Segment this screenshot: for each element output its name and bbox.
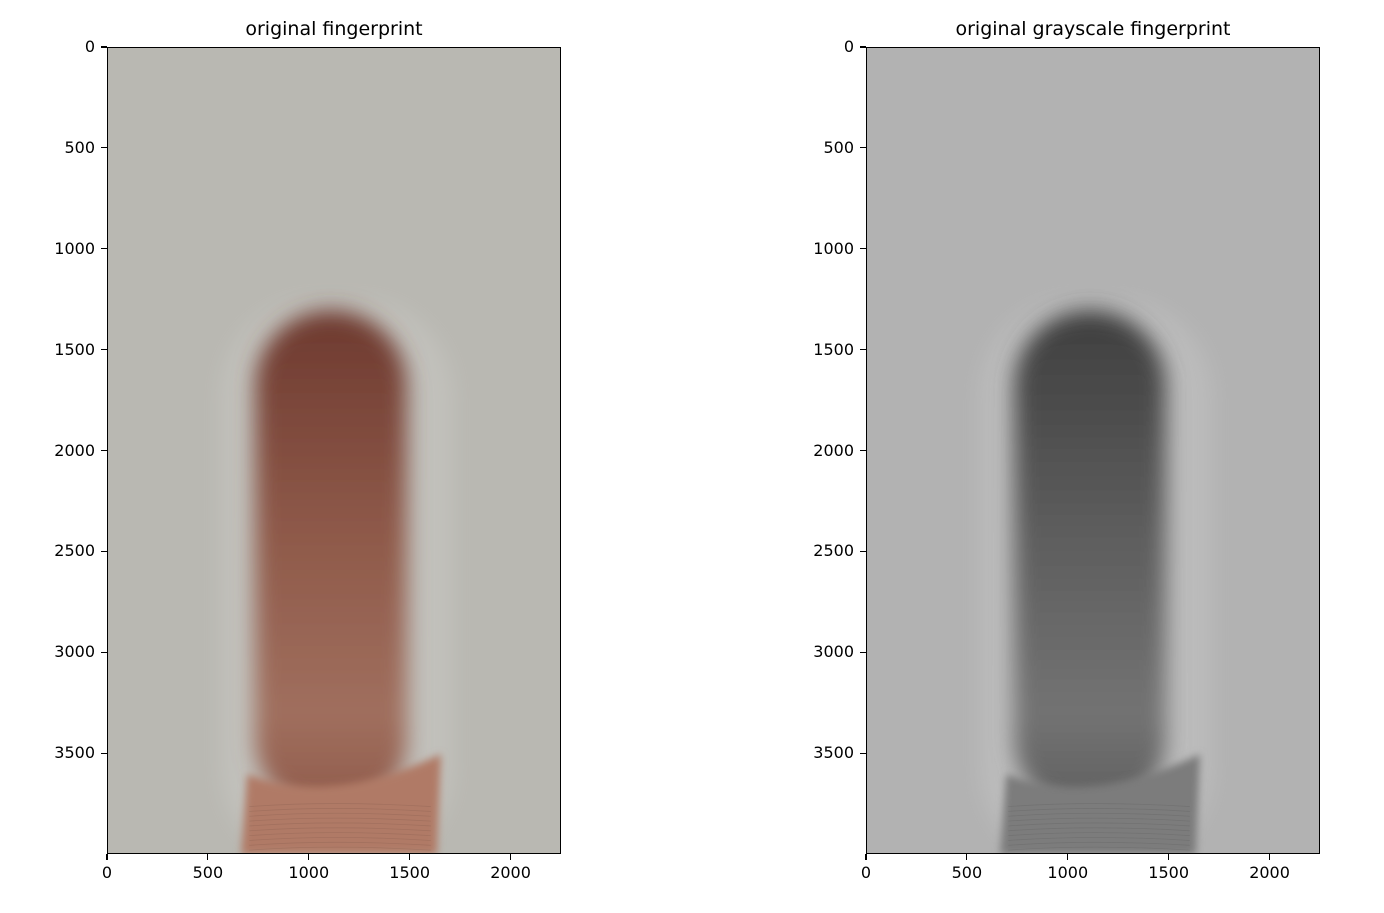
skin-ridge-line — [1008, 841, 1190, 846]
left-chart-title: original fingerprint — [245, 18, 423, 40]
y-tick-mark — [101, 449, 107, 452]
skin-ridge-line — [1008, 808, 1190, 812]
y-tick-label: 2000 — [813, 440, 854, 460]
x-tick-mark — [207, 854, 209, 860]
x-tick-label: 500 — [951, 863, 983, 882]
y-tick-label: 500 — [823, 137, 854, 157]
x-tick-label: 1000 — [1047, 863, 1089, 882]
finger-shape — [1014, 310, 1166, 815]
skin-ridge-line — [249, 841, 431, 846]
right-fingerprint-image — [867, 48, 1319, 853]
skin-ridge-line — [249, 812, 431, 817]
x-tick-mark — [308, 854, 310, 860]
x-tick-label: 2000 — [490, 863, 531, 882]
skin-ridge-line — [1008, 832, 1190, 837]
y-tick-mark — [860, 651, 866, 653]
x-tick-mark — [1268, 854, 1271, 860]
finger-base — [241, 754, 441, 853]
skin-ridge-line — [249, 803, 431, 807]
left-fingerprint-image — [108, 48, 560, 853]
x-tick-label: 1500 — [389, 863, 431, 882]
x-tick-mark — [1067, 854, 1069, 860]
y-tick-mark — [101, 248, 107, 250]
y-tick-label: 1500 — [813, 339, 854, 359]
y-tick-mark — [101, 349, 107, 351]
y-tick-mark — [101, 147, 107, 149]
skin-ridge-line — [249, 837, 431, 841]
y-tick-label: 1500 — [54, 339, 95, 359]
skin-ridge-line — [249, 846, 431, 851]
y-tick-mark — [860, 449, 866, 452]
x-tick-mark — [865, 854, 867, 860]
x-tick-label: 0 — [860, 863, 872, 882]
skin-ridge-line — [1008, 812, 1190, 817]
y-tick-label: 3500 — [54, 743, 95, 763]
y-tick-label: 500 — [64, 137, 95, 157]
skin-ridge-line — [249, 808, 431, 812]
y-tick-mark — [101, 651, 107, 653]
finger-shape — [255, 310, 407, 815]
y-tick-mark — [860, 147, 866, 149]
x-tick-label: 500 — [192, 863, 224, 882]
skin-ridge-line — [249, 817, 431, 822]
y-tick-mark — [860, 349, 866, 351]
y-tick-label: 3000 — [54, 642, 95, 662]
x-tick-label: 0 — [101, 863, 113, 882]
skin-ridge-line — [1008, 827, 1190, 832]
y-tick-label: 3000 — [813, 642, 854, 662]
left-image-plot — [107, 47, 561, 854]
y-tick-label: 1000 — [54, 238, 95, 258]
skin-ridge-line — [1008, 817, 1190, 822]
y-tick-mark — [860, 550, 866, 552]
skin-ridge-line — [249, 822, 431, 827]
y-tick-mark — [101, 46, 107, 48]
x-tick-mark — [966, 854, 968, 860]
y-tick-label: 0 — [84, 37, 95, 56]
right-chart-title: original grayscale fingerprint — [955, 18, 1231, 40]
skin-ridge-line — [1008, 837, 1190, 841]
skin-ridge-line — [249, 827, 431, 832]
x-tick-mark — [509, 854, 512, 860]
y-tick-label: 2500 — [813, 541, 854, 561]
finger-base — [1000, 754, 1200, 853]
y-tick-mark — [860, 248, 866, 250]
skin-ridge-line — [1008, 846, 1190, 851]
x-tick-mark — [106, 854, 108, 860]
y-tick-label: 0 — [843, 37, 854, 56]
y-tick-label: 2500 — [54, 541, 95, 561]
x-tick-label: 1000 — [288, 863, 330, 882]
y-tick-mark — [860, 46, 866, 48]
y-tick-label: 3500 — [813, 743, 854, 763]
x-tick-label: 2000 — [1249, 863, 1290, 882]
x-tick-mark — [1168, 854, 1170, 860]
right-image-plot — [866, 47, 1320, 854]
skin-ridge-line — [1008, 803, 1190, 807]
skin-ridge-line — [1008, 822, 1190, 827]
skin-ridge-line — [249, 832, 431, 837]
y-tick-label: 1000 — [813, 238, 854, 258]
y-tick-mark — [101, 550, 107, 552]
y-tick-mark — [860, 752, 866, 754]
x-tick-label: 1500 — [1148, 863, 1190, 882]
y-tick-mark — [101, 752, 107, 754]
x-tick-mark — [409, 854, 411, 860]
y-tick-label: 2000 — [54, 440, 95, 460]
